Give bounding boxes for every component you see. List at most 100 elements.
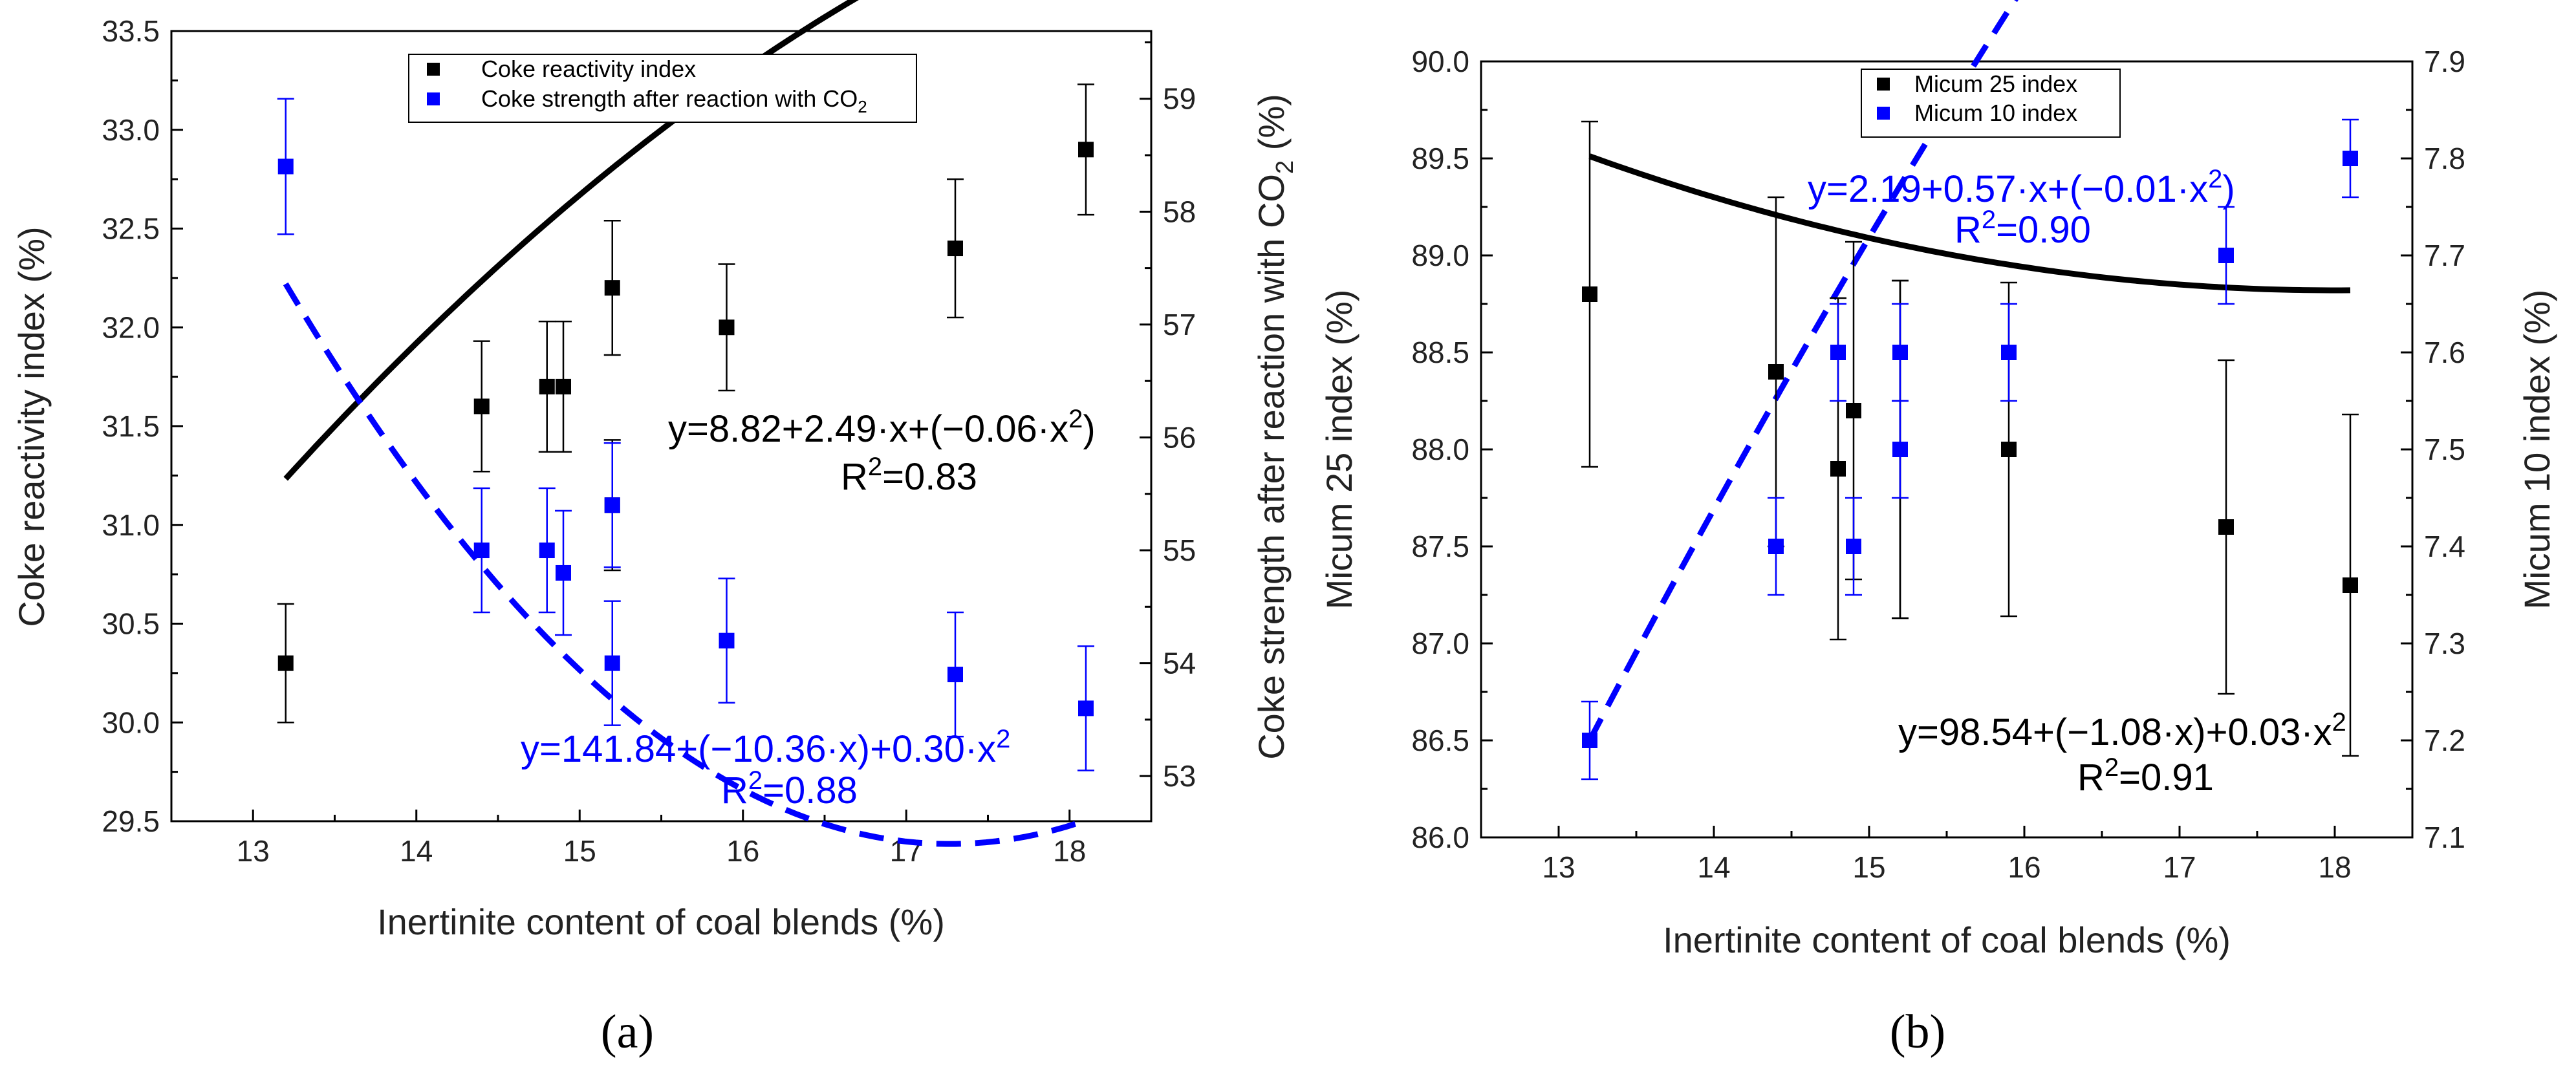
- panel-b-ticks: [1481, 60, 2412, 839]
- y-right-tick-label: 53: [1163, 759, 1196, 793]
- panel-b-r2-black: R2=0.91: [2077, 753, 2214, 799]
- panel-a-legend-label-0: Coke reactivity index: [481, 56, 696, 82]
- y-left-tick-label: 30.0: [102, 705, 160, 739]
- y-right-tick-label: 57: [1163, 308, 1196, 341]
- x-tick-label: 18: [2318, 850, 2351, 884]
- y-left-tick-label: 90.0: [1411, 45, 1469, 78]
- panel-a-legend-marker-blue: [427, 92, 440, 105]
- panel-a-r2-black-sup: 2: [868, 453, 882, 481]
- panel-a-tick-labels: 13 14 15 16 17 1829.530.030.531.031.532.032.5…: [102, 14, 1196, 868]
- panel-a-eq-black-tail: ): [1083, 408, 1095, 450]
- data-point: [719, 632, 735, 649]
- panel-b-data-points: [1581, 118, 2359, 780]
- data-point: [2343, 151, 2358, 166]
- data-point: [947, 667, 963, 683]
- y-right-tick-label: 59: [1163, 82, 1196, 116]
- y-left-tick-label: 30.5: [102, 607, 160, 641]
- panel-b-eq-blue-main: y=2.19+0.57·x+(−0.01·x: [1808, 168, 2208, 210]
- data-point: [1078, 142, 1094, 158]
- data-point: [1830, 461, 1846, 477]
- panel-b-y-right-axis-title: Micum 10 index (%): [2516, 290, 2557, 610]
- y-right-tick-label: 7.2: [2424, 724, 2465, 757]
- panel-b-legend-label-1: Micum 10 index: [1914, 100, 2077, 126]
- data-point: [539, 378, 555, 394]
- y-left-tick-label: 88.0: [1411, 433, 1469, 466]
- data-point: [1892, 345, 1908, 360]
- panel-b-x-axis-title: Inertinite content of coal blends (%): [1663, 920, 2231, 960]
- data-point: [947, 241, 963, 257]
- data-point: [2218, 248, 2234, 263]
- data-point: [2218, 519, 2234, 535]
- y-left-tick-label: 86.0: [1411, 821, 1469, 854]
- panel-b-eq-blue-sup: 2: [2208, 165, 2222, 193]
- panel-b-r2-blue-value: =0.90: [1996, 209, 2091, 251]
- panel-a-legend-box: [408, 54, 917, 123]
- panel-a-label: (a): [601, 1006, 654, 1059]
- panel-a-y-right-title-tail: (%): [1251, 94, 1292, 160]
- panel-a-equation-blue: y=141.84+(−10.36·x)+0.30·x2: [521, 725, 1010, 770]
- y-left-tick-label: 89.0: [1411, 239, 1469, 272]
- data-point: [2343, 577, 2358, 593]
- panel-b-r2-blue-label: R: [1954, 209, 1982, 251]
- y-left-tick-label: 29.5: [102, 804, 160, 838]
- panel-b-legend-marker-blue: [1877, 107, 1890, 120]
- y-left-tick-label: 31.5: [102, 409, 160, 443]
- x-tick-label: 13: [237, 834, 270, 868]
- x-tick-label: 16: [726, 834, 759, 868]
- panel-b-legend-box: [1861, 69, 2121, 138]
- panel-a-r2-blue-value: =0.88: [763, 769, 858, 812]
- panel-a-y-right-axis-title: Coke strength after reaction with CO2 (%…: [1251, 94, 1299, 760]
- panel-a-eq-black-main: y=8.82+2.49·x+(−0.06·x: [668, 408, 1068, 450]
- y-left-tick-label: 86.5: [1411, 724, 1469, 757]
- panel-b-y-left-axis-title: Micum 25 index (%): [1319, 290, 1359, 610]
- data-point: [1582, 286, 1597, 302]
- panel-a-chart: 13 14 15 16 17 1829.530.030.531.031.532.032.5…: [11, 0, 1299, 1059]
- y-right-tick-label: 7.9: [2424, 45, 2465, 78]
- data-point: [1846, 539, 1861, 554]
- y-left-tick-label: 87.5: [1411, 530, 1469, 563]
- data-point: [1846, 403, 1861, 418]
- y-right-tick-label: 7.3: [2424, 627, 2465, 660]
- data-point: [539, 543, 555, 559]
- panel-b-eq-black-sup: 2: [2332, 708, 2346, 737]
- panel-b-eq-black-main: y=98.54+(−1.08·x)+0.03·x: [1898, 711, 2332, 753]
- panel-a-data-points: [277, 83, 1094, 771]
- y-right-tick-label: 7.6: [2424, 336, 2465, 369]
- y-right-tick-label: 55: [1163, 533, 1196, 567]
- y-left-tick-label: 32.0: [102, 310, 160, 344]
- panel-a-r2-black-label: R: [841, 456, 868, 498]
- data-point: [473, 398, 490, 414]
- x-tick-label: 13: [1542, 850, 1575, 884]
- panel-a-eq-blue-main: y=141.84+(−10.36·x)+0.30·x: [521, 728, 996, 770]
- x-tick-label: 18: [1053, 834, 1086, 868]
- panel-b-legend-marker-black: [1877, 78, 1890, 91]
- y-left-tick-label: 32.5: [102, 212, 160, 246]
- y-right-tick-label: 56: [1163, 420, 1196, 454]
- panel-b-legend: Micum 25 index Micum 10 index: [1861, 69, 2121, 138]
- fit-curve-0: [1588, 153, 2351, 294]
- panel-b-r2-black-label: R: [2077, 757, 2105, 799]
- panel-b-chart: 13 14 15 16 17 18 86.0 86.5 87.0 87.5 88.0 88.5 89.0…: [1319, 0, 2557, 1059]
- data-point: [556, 378, 571, 394]
- data-point: [719, 319, 735, 336]
- panel-a-legend-marker-black: [427, 63, 440, 76]
- y-left-tick-label: 33.0: [102, 113, 160, 147]
- panel-a-legend-label-1-sub: 2: [858, 97, 867, 116]
- panel-a-r2-blue-label: R: [721, 769, 748, 812]
- data-point: [277, 158, 294, 175]
- y-right-tick-label: 54: [1163, 647, 1196, 680]
- data-point: [2001, 345, 2017, 360]
- x-tick-label: 14: [400, 834, 433, 868]
- panel-a-eq-blue-sup: 2: [996, 725, 1010, 753]
- data-point: [604, 280, 620, 296]
- panel-a-y-right-title-main: Coke strength after reaction with CO: [1251, 174, 1292, 760]
- panel-a-y-left-axis-title: Coke reactivity index (%): [11, 226, 52, 627]
- x-tick-label: 15: [563, 834, 596, 868]
- data-point: [1078, 700, 1094, 716]
- panel-b-fit-curves: [1587, 0, 2351, 742]
- data-point: [473, 543, 490, 559]
- data-point: [604, 655, 620, 671]
- fit-curve-1: [283, 282, 1087, 847]
- y-right-tick-label: 7.7: [2424, 239, 2465, 272]
